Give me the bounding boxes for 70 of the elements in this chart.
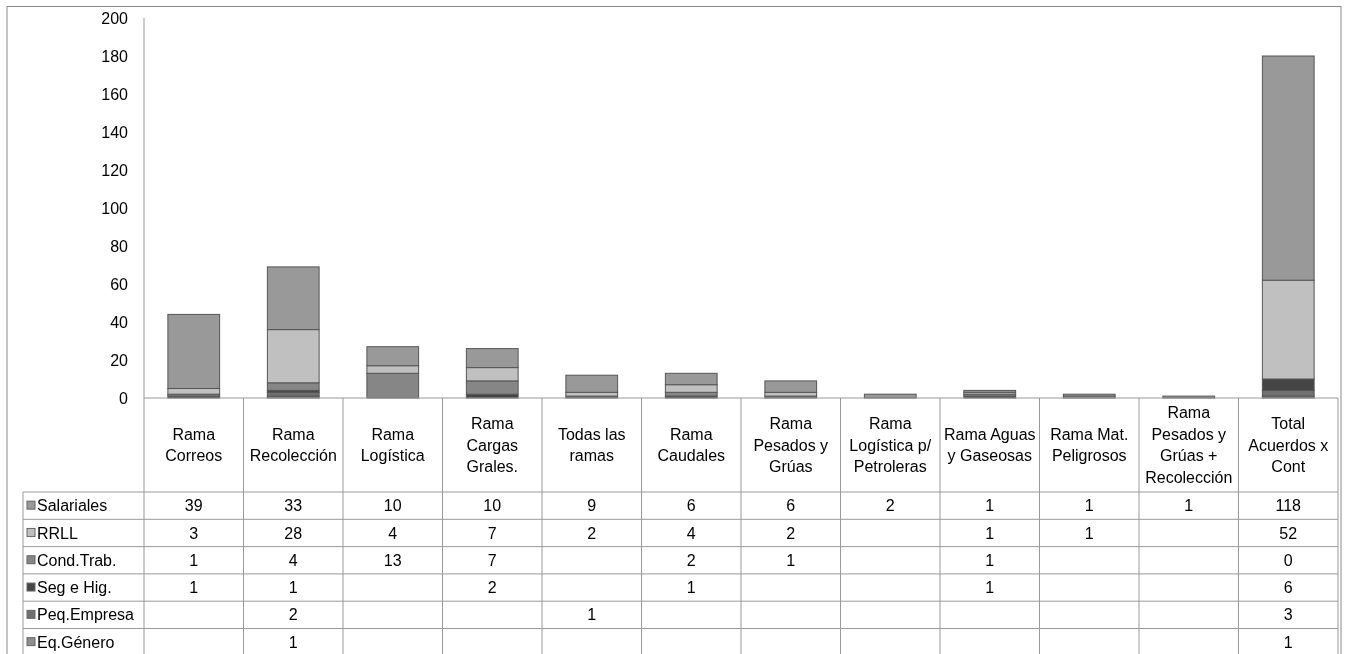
- data-label: 2: [487, 579, 497, 597]
- y-tick-label: 160: [101, 85, 129, 103]
- y-tick-label: 40: [110, 313, 129, 331]
- y-tick-label: 100: [101, 199, 129, 217]
- x-tick-label: Rama Cargas Grales.: [466, 415, 519, 476]
- x-tick-label: Rama Correos: [165, 425, 223, 465]
- data-label: 6: [686, 497, 696, 515]
- data-label: 9: [587, 497, 597, 515]
- data-label: 13: [383, 551, 402, 569]
- legend-label: Peq.Empresa: [37, 606, 135, 624]
- data-label: 1: [985, 524, 995, 542]
- data-label: 2: [288, 606, 298, 624]
- x-tick-label: Rama Pesados y Grúas: [753, 415, 829, 476]
- data-label: 2: [686, 551, 696, 569]
- data-label: 1: [189, 579, 199, 597]
- data-label: 1: [1084, 524, 1094, 542]
- data-label: 7: [487, 524, 497, 542]
- data-label: 3: [1283, 606, 1293, 624]
- x-tick-label: Rama Caudales: [657, 425, 726, 465]
- x-tick-label: Rama Logística p/ Petroleras: [849, 415, 932, 476]
- data-label: 1: [1084, 497, 1094, 515]
- y-tick-label: 120: [101, 161, 129, 179]
- y-tick-label: 0: [119, 389, 129, 407]
- data-label: 39: [184, 497, 203, 515]
- x-tick-label: Todas las ramas: [557, 425, 626, 465]
- legend-label: Salariales: [37, 497, 108, 515]
- data-label: 6: [1283, 579, 1293, 597]
- data-label: 6: [786, 497, 796, 515]
- data-label: 2: [885, 497, 895, 515]
- data-label: 118: [1275, 497, 1302, 515]
- x-tick-label: Rama Logística: [360, 425, 425, 465]
- y-tick-label: 20: [110, 351, 129, 369]
- data-label: 3: [189, 524, 199, 542]
- x-tick-label: Rama Aguas y Gaseosas: [943, 425, 1036, 465]
- y-tick-label: 180: [101, 47, 129, 65]
- data-label: 33: [284, 497, 303, 515]
- data-label: 1: [985, 579, 995, 597]
- data-label: 1: [288, 633, 298, 651]
- data-label: 2: [786, 524, 796, 542]
- data-label: 10: [483, 497, 502, 515]
- x-tick-label: Rama Pesados y Grúas + Recolección: [1145, 404, 1233, 486]
- data-label: 1: [985, 497, 995, 515]
- data-label: 1: [1184, 497, 1194, 515]
- legend-label: Cond.Trab.: [37, 551, 117, 569]
- data-label: 4: [288, 551, 298, 569]
- x-tick-label: Rama Mat. Peligrosos: [1050, 425, 1129, 465]
- x-tick-label: Rama Recolección: [249, 425, 337, 465]
- data-label: 1: [288, 579, 298, 597]
- data-label: 28: [284, 524, 303, 542]
- data-label: 1: [786, 551, 796, 569]
- y-tick-label: 200: [101, 9, 129, 27]
- data-label: 0: [1283, 551, 1293, 569]
- legend-label: Eq.Género: [37, 633, 115, 651]
- legend-label: Seg e Hig.: [37, 579, 112, 597]
- x-tick-label: Total Acuerdos x Cont: [1248, 415, 1329, 476]
- y-tick-label: 80: [110, 237, 129, 255]
- data-label: 1: [686, 579, 696, 597]
- data-label: 4: [388, 524, 398, 542]
- data-label: 1: [587, 606, 597, 624]
- y-tick-label: 140: [101, 123, 129, 141]
- legend-label: RRLL: [37, 524, 79, 542]
- y-tick-label: 60: [110, 275, 129, 293]
- data-label: 4: [686, 524, 696, 542]
- data-label: 2: [587, 524, 597, 542]
- data-label: 1: [985, 551, 995, 569]
- data-label: 7: [487, 551, 497, 569]
- data-label: 10: [383, 497, 402, 515]
- data-label: 1: [189, 551, 199, 569]
- data-label: 1: [1283, 633, 1293, 651]
- data-label: 52: [1279, 524, 1298, 542]
